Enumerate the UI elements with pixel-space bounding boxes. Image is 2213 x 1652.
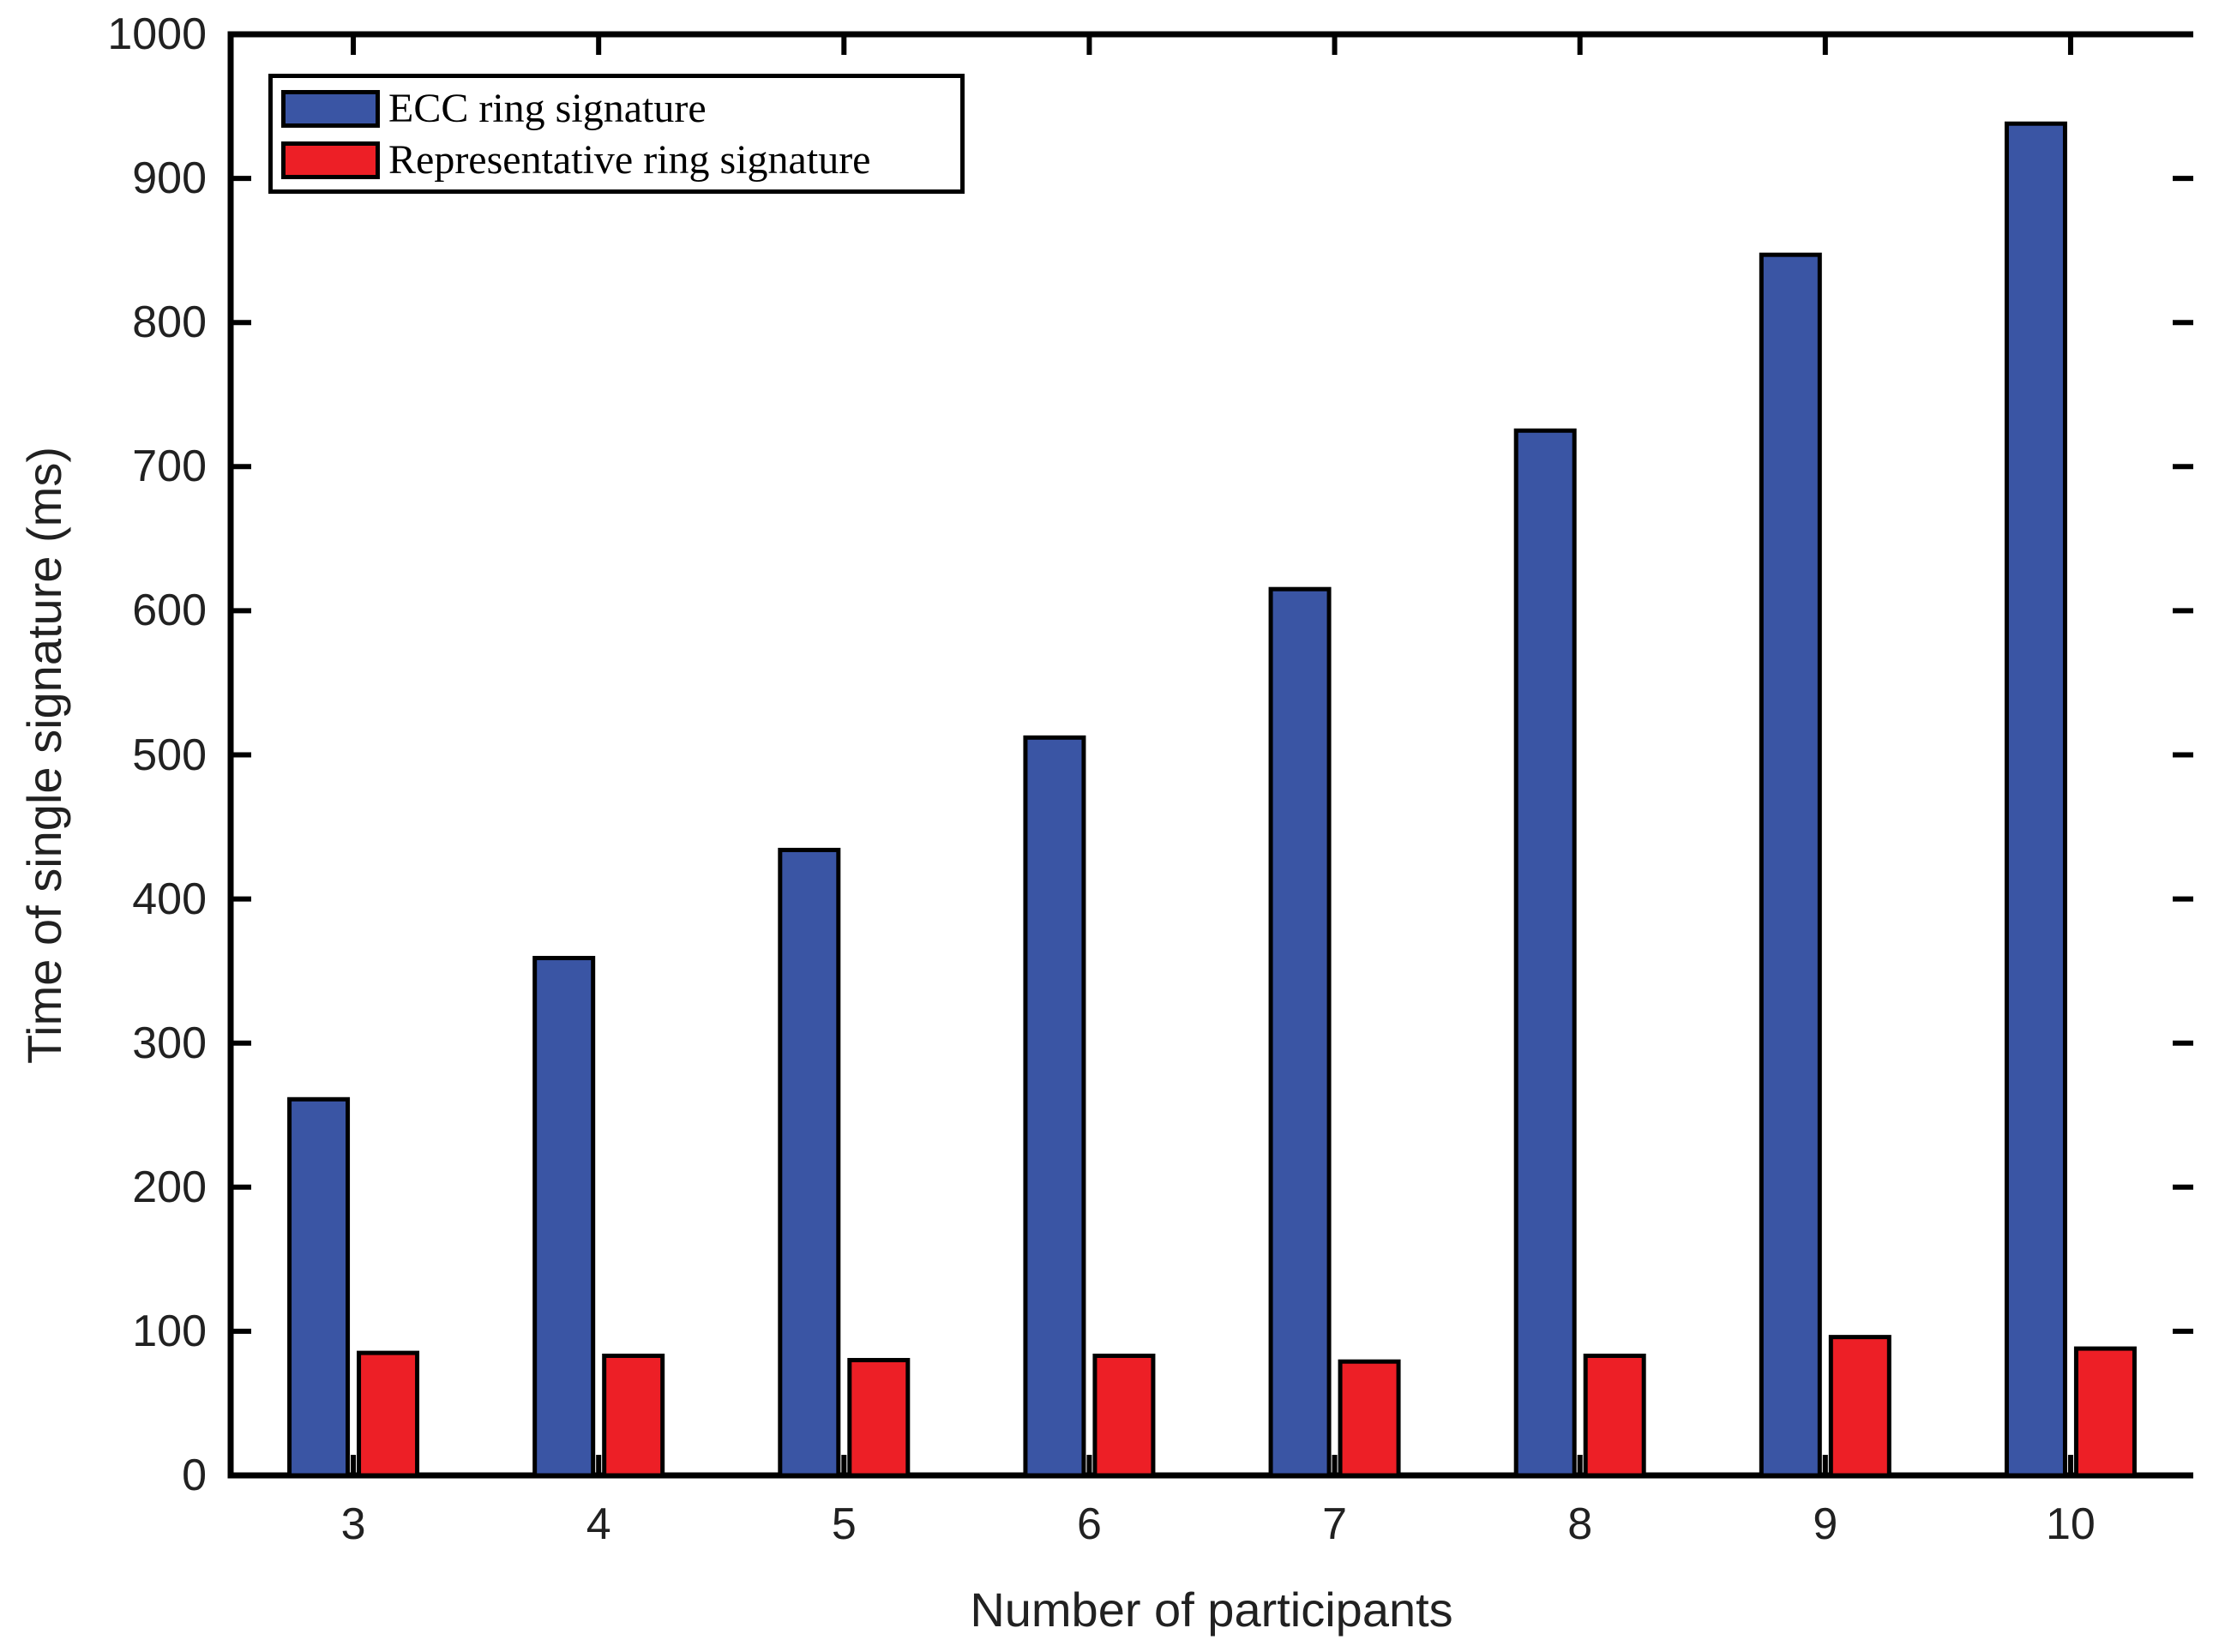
- legend-item-representative: Representative ring signature: [281, 137, 871, 183]
- bar-representative-7: [1338, 1359, 1401, 1478]
- y-axis-title: Time of single signature (ms): [17, 447, 71, 1064]
- bar-representative-5: [847, 1358, 911, 1478]
- x-tick-label-5: 5: [831, 1499, 857, 1549]
- x-tick-label-10: 10: [2046, 1499, 2096, 1549]
- y-tick-label-1000: 1000: [107, 9, 207, 59]
- bar-ecc-9: [1759, 252, 1822, 1478]
- y-tick-label-100: 100: [132, 1306, 207, 1356]
- bar-representative-3: [357, 1350, 420, 1478]
- bar-representative-4: [602, 1353, 665, 1478]
- bar-representative-9: [1828, 1335, 1891, 1478]
- y-tick-label-400: 400: [132, 874, 207, 924]
- legend-label-representative: Representative ring signature: [388, 137, 871, 183]
- legend-item-ecc: ECC ring signature: [281, 86, 707, 131]
- x-tick-label-7: 7: [1322, 1499, 1348, 1549]
- x-tick-label-4: 4: [586, 1499, 611, 1549]
- y-tick-label-200: 200: [132, 1162, 207, 1212]
- y-tick-label-900: 900: [132, 153, 207, 204]
- y-tick-label-300: 300: [132, 1018, 207, 1068]
- x-tick-label-3: 3: [340, 1499, 366, 1549]
- x-axis-title: Number of participants: [970, 1583, 1453, 1637]
- legend-label-ecc: ECC ring signature: [388, 86, 707, 131]
- y-tick-label-700: 700: [132, 442, 207, 492]
- bar-ecc-4: [532, 956, 596, 1478]
- bar-representative-6: [1092, 1353, 1156, 1478]
- y-tick-label-0: 0: [182, 1451, 207, 1500]
- bar-representative-10: [2073, 1346, 2137, 1478]
- y-tick-label-600: 600: [132, 586, 207, 636]
- y-tick-label-800: 800: [132, 297, 207, 348]
- bar-ecc-3: [287, 1096, 351, 1478]
- bar-ecc-7: [1268, 586, 1332, 1478]
- bar-ecc-5: [778, 847, 841, 1478]
- bar-ecc-6: [1023, 735, 1086, 1478]
- x-tick-label-6: 6: [1076, 1499, 1102, 1549]
- bar-representative-8: [1583, 1353, 1646, 1478]
- bar-ecc-8: [1513, 428, 1577, 1478]
- legend: ECC ring signature Representative ring s…: [268, 74, 965, 194]
- bar-ecc-10: [2004, 121, 2067, 1478]
- x-tick-label-9: 9: [1813, 1499, 1838, 1549]
- legend-swatch-ecc: [281, 90, 380, 128]
- legend-swatch-representative: [281, 141, 380, 179]
- y-tick-label-500: 500: [132, 730, 207, 780]
- x-tick-label-8: 8: [1567, 1499, 1593, 1549]
